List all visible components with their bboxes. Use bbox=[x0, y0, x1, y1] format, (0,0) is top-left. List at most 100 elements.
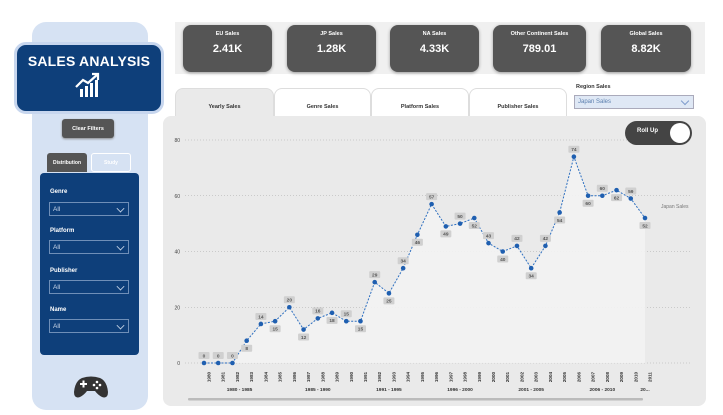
tab-distribution[interactable]: Distribution bbox=[47, 153, 87, 172]
tab-platform-sales[interactable]: Platform Sales bbox=[371, 88, 469, 116]
data-label: 60 bbox=[585, 201, 591, 207]
data-label: 59 bbox=[628, 189, 634, 195]
x-tick-label: 1982 bbox=[235, 371, 240, 382]
growth-chart-icon bbox=[17, 71, 161, 104]
x-tick-label: 1993 bbox=[391, 371, 396, 382]
data-label-bg bbox=[426, 193, 438, 201]
data-label: 52 bbox=[642, 223, 648, 229]
data-label: 16 bbox=[315, 309, 321, 315]
publisher-value: All bbox=[53, 284, 61, 291]
x-group-label: 2001 - 2005 bbox=[518, 387, 544, 393]
x-group-label: 1996 - 2000 bbox=[447, 387, 473, 393]
x-group-label: 1991 - 1995 bbox=[376, 387, 402, 393]
data-label: 20 bbox=[287, 298, 293, 304]
data-label: 52 bbox=[472, 223, 478, 229]
data-point bbox=[358, 318, 363, 324]
x-tick-label: 2007 bbox=[591, 371, 596, 382]
kpi-value: 2.41K bbox=[212, 43, 243, 55]
kpi-label: Other Continent Sales bbox=[510, 31, 569, 37]
data-point bbox=[415, 232, 420, 238]
tab-publisher-sales[interactable]: Publisher Sales bbox=[469, 88, 567, 116]
platform-select[interactable]: All bbox=[49, 240, 129, 254]
data-point bbox=[443, 224, 449, 229]
data-point bbox=[528, 265, 534, 271]
data-label: 49 bbox=[443, 232, 449, 238]
data-label-bg bbox=[283, 296, 295, 304]
data-point bbox=[429, 201, 434, 207]
x-group-label: 1985 - 1990 bbox=[305, 387, 331, 393]
x-tick-label: 1989 bbox=[335, 371, 340, 382]
data-point bbox=[343, 318, 349, 324]
data-label-bg bbox=[326, 316, 338, 324]
kpi-global-sales: Global Sales 8.82K bbox=[601, 25, 691, 72]
data-point bbox=[642, 215, 648, 221]
x-tick-label: 2001 bbox=[505, 371, 510, 382]
data-label-bg bbox=[539, 234, 551, 242]
data-label: 8 bbox=[245, 346, 248, 352]
tab-study[interactable]: Study bbox=[91, 153, 131, 172]
tab-genre-sales[interactable]: Genre Sales bbox=[274, 88, 371, 116]
data-point bbox=[258, 321, 264, 327]
kpi-value: 789.01 bbox=[522, 43, 557, 55]
region-label: Region Sales bbox=[576, 84, 611, 90]
x-tick-label: 1991 bbox=[363, 371, 368, 382]
data-label-bg bbox=[383, 297, 395, 305]
data-label: 14 bbox=[258, 314, 264, 320]
x-group-label: 1980 - 1985 bbox=[227, 387, 253, 393]
x-tick-label: 1999 bbox=[477, 371, 482, 382]
data-label-bg bbox=[340, 310, 352, 318]
y-tick-label: 20 bbox=[174, 305, 180, 311]
data-label: 34 bbox=[529, 274, 535, 280]
tab-yearly-sales[interactable]: Yearly Sales bbox=[175, 88, 274, 116]
x-tick-label: 1998 bbox=[463, 371, 468, 382]
name-label: Name bbox=[50, 307, 67, 313]
kpi-value: 1.28K bbox=[316, 43, 347, 55]
data-label-bg bbox=[269, 325, 281, 333]
platform-value: All bbox=[53, 244, 61, 251]
series-line bbox=[204, 155, 646, 364]
data-label-bg bbox=[554, 216, 566, 224]
data-point bbox=[486, 240, 491, 246]
data-label-bg bbox=[625, 187, 637, 195]
y-tick-label: 60 bbox=[174, 194, 180, 200]
data-point bbox=[301, 327, 306, 332]
data-label: 46 bbox=[415, 240, 421, 246]
y-tick-label: 40 bbox=[174, 250, 180, 256]
data-label-bg bbox=[611, 194, 623, 202]
x-tick-label: 1992 bbox=[377, 371, 382, 382]
data-label-bg bbox=[369, 271, 381, 279]
data-label-bg bbox=[397, 257, 409, 265]
region-select[interactable]: Japan Sales bbox=[574, 95, 694, 109]
x-tick-label: 2008 bbox=[605, 371, 610, 382]
data-point bbox=[471, 215, 477, 221]
data-label-bg bbox=[468, 222, 480, 230]
data-label-bg bbox=[483, 232, 495, 240]
data-label: 57 bbox=[429, 194, 435, 200]
data-label: 18 bbox=[329, 318, 335, 324]
x-tick-label: 1981 bbox=[221, 371, 226, 382]
data-point bbox=[386, 291, 392, 296]
x-tick-label: 1985 bbox=[278, 371, 283, 382]
x-tick-label: 2004 bbox=[548, 371, 553, 382]
data-label: 42 bbox=[543, 236, 549, 242]
data-point bbox=[500, 249, 506, 254]
data-label-bg bbox=[298, 333, 310, 341]
x-tick-label: 2000 bbox=[491, 371, 496, 382]
kpi-jp-sales: JP Sales 1.28K bbox=[287, 25, 376, 72]
data-point bbox=[287, 304, 292, 310]
x-tick-label: 1990 bbox=[349, 371, 354, 382]
publisher-select[interactable]: All bbox=[49, 280, 129, 294]
clear-filters-button[interactable]: Clear Filters bbox=[62, 119, 114, 138]
data-point bbox=[514, 243, 520, 249]
kpi-label: JP Sales bbox=[320, 31, 343, 37]
x-tick-label: 2005 bbox=[562, 371, 567, 382]
roll-up-toggle[interactable]: Roll Up bbox=[625, 121, 692, 145]
data-point bbox=[315, 316, 321, 321]
data-label: 62 bbox=[614, 195, 620, 201]
genre-select[interactable]: All bbox=[49, 202, 129, 216]
x-tick-label: 2010 bbox=[633, 371, 638, 382]
kpi-label: Global Sales bbox=[629, 31, 663, 37]
data-point bbox=[272, 318, 278, 324]
data-label: 0 bbox=[231, 353, 234, 359]
name-select[interactable]: All bbox=[49, 319, 129, 333]
